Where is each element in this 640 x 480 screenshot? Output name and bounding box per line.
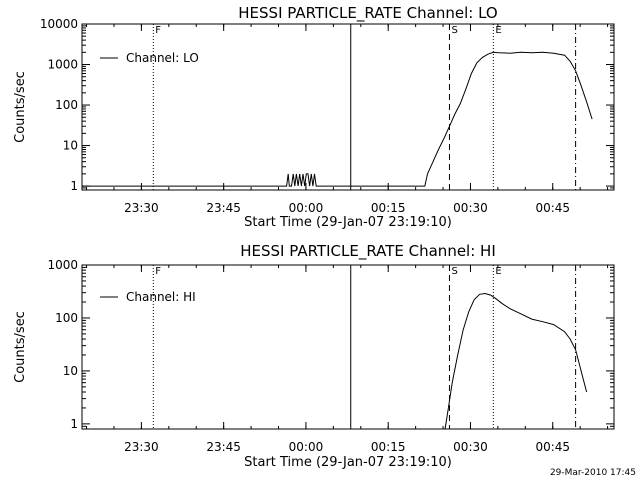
plot-frame — [81, 264, 615, 430]
event-marker-label: E — [495, 25, 501, 36]
x-tick-label: 00:45 — [535, 201, 570, 215]
legend-entry: Channel: LO — [126, 51, 199, 65]
y-tick-label: 10 — [63, 364, 78, 378]
x-axis-label: Start Time (29-Jan-07 23:19:10) — [244, 455, 452, 470]
chart-title: HESSI PARTICLE_RATE Channel: LO — [238, 4, 497, 23]
series-line — [444, 292, 588, 430]
legend-entry: Channel: HI — [126, 290, 196, 304]
event-marker-label: S — [451, 266, 457, 277]
x-tick-label: 00:00 — [289, 440, 324, 454]
lo-channel-chart: HESSI PARTICLE_RATE Channel: LO 23:30 23:4… — [13, 4, 615, 230]
chart-title: HESSI PARTICLE_RATE Channel: HI — [240, 242, 496, 261]
x-tick-label: 00:45 — [535, 440, 570, 454]
x-axis-label: Start Time (29-Jan-07 23:19:10) — [244, 215, 452, 230]
event-marker-label: F — [155, 25, 161, 36]
x-tick-label: 00:30 — [453, 440, 488, 454]
y-axis-label: Counts/sec — [13, 311, 28, 383]
y-tick-label: 10 — [63, 139, 78, 153]
y-tick-label: 10000 — [40, 17, 78, 31]
y-tick-label: 100 — [55, 311, 78, 325]
y-axis-label: Counts/sec — [13, 71, 28, 143]
x-tick-label: 23:45 — [206, 201, 241, 215]
y-tick-label: 1000 — [47, 258, 78, 272]
hi-channel-chart: HESSI PARTICLE_RATE Channel: HI 23:30 23:4… — [13, 242, 615, 470]
plot-frame — [81, 23, 615, 191]
y-tick-label: 100 — [55, 98, 78, 112]
event-marker-label: S — [451, 25, 457, 36]
event-marker-label: E — [495, 266, 501, 277]
y-tick-label: 1 — [70, 417, 78, 431]
x-tick-label: 00:15 — [371, 201, 406, 215]
x-tick-label: 23:45 — [206, 440, 241, 454]
x-tick-label: 00:00 — [289, 201, 324, 215]
x-tick-label: 00:15 — [371, 440, 406, 454]
series-line — [82, 51, 593, 187]
footer-timestamp: 29-Mar-2010 17:45 — [550, 468, 636, 478]
event-marker-label: F — [155, 266, 161, 277]
x-tick-label: 23:30 — [124, 201, 159, 215]
y-tick-label: 1 — [70, 179, 78, 193]
x-tick-label: 00:30 — [453, 201, 488, 215]
x-tick-label: 23:30 — [124, 440, 159, 454]
y-tick-label: 1000 — [47, 58, 78, 72]
